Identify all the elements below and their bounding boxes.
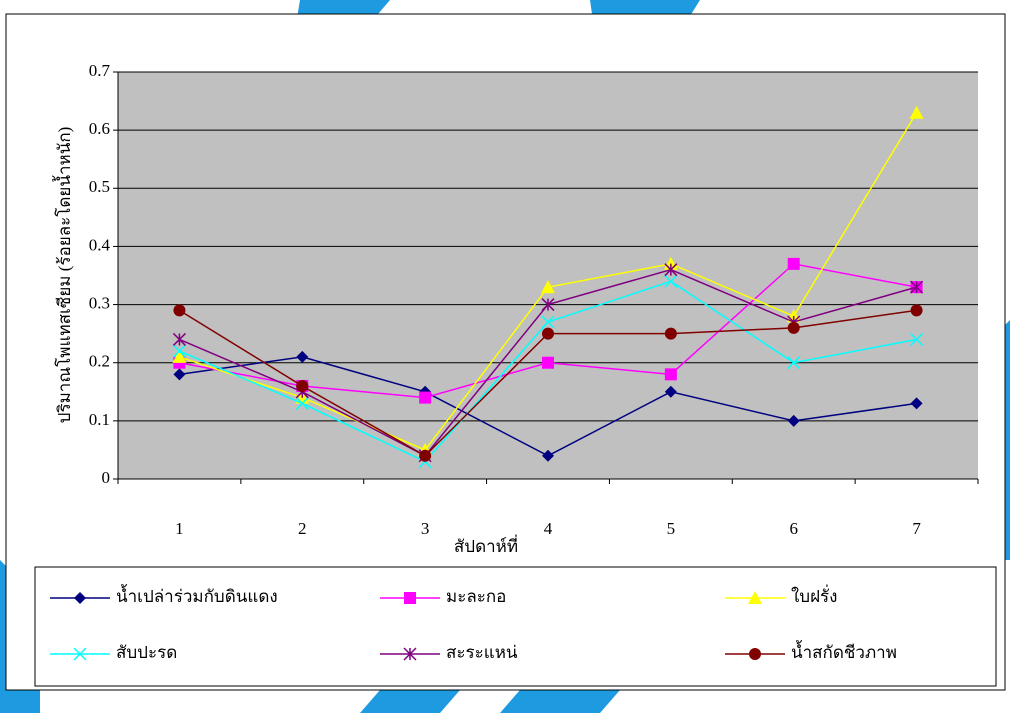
data-point bbox=[296, 379, 309, 392]
data-point bbox=[664, 274, 678, 288]
legend-label: ใบฝรั่ง bbox=[791, 584, 837, 606]
data-point bbox=[542, 449, 554, 462]
data-point bbox=[787, 356, 801, 370]
data-point bbox=[542, 327, 554, 340]
legend-marker bbox=[74, 592, 86, 604]
data-point bbox=[909, 105, 924, 119]
x-tick-label: 4 bbox=[544, 519, 553, 538]
data-point bbox=[296, 350, 309, 363]
y-tick-label: 0.4 bbox=[89, 235, 111, 254]
data-point bbox=[419, 449, 432, 462]
x-tick-label: 2 bbox=[298, 519, 307, 538]
legend-marker bbox=[403, 647, 417, 661]
data-point bbox=[664, 385, 677, 398]
data-point bbox=[910, 397, 923, 410]
data-point bbox=[172, 332, 186, 346]
legend-label: มะละกอ bbox=[446, 587, 506, 606]
data-point bbox=[541, 298, 555, 312]
data-point bbox=[664, 263, 678, 277]
data-point bbox=[787, 321, 800, 334]
data-point bbox=[541, 315, 555, 329]
y-tick-label: 0.5 bbox=[89, 177, 110, 196]
data-point bbox=[910, 332, 924, 346]
y-tick-label: 0.2 bbox=[89, 352, 110, 371]
legend-marker bbox=[749, 648, 761, 660]
data-point bbox=[787, 257, 800, 270]
legend-label: น้ำสกัดชีวภาพ bbox=[791, 640, 897, 662]
y-tick-label: 0.3 bbox=[89, 293, 110, 312]
data-point bbox=[295, 396, 309, 410]
y-axis-title: ปริมาณโพแทสเซียม (ร้อยละโดยน้ำหนัก) bbox=[52, 127, 74, 424]
data-point bbox=[664, 368, 677, 381]
x-axis-title: สัปดาห์ที่ bbox=[454, 534, 518, 556]
data-point bbox=[664, 327, 677, 340]
data-point bbox=[172, 349, 187, 363]
data-point bbox=[787, 414, 800, 427]
data-point bbox=[541, 280, 555, 294]
x-tick-label: 1 bbox=[175, 519, 184, 538]
y-tick-label: 0.1 bbox=[89, 410, 110, 429]
data-point bbox=[419, 391, 432, 404]
data-point bbox=[542, 356, 554, 369]
data-point bbox=[172, 344, 186, 358]
plot-area bbox=[118, 72, 978, 479]
x-tick-label: 6 bbox=[789, 519, 798, 538]
data-point bbox=[910, 280, 924, 294]
data-point bbox=[910, 304, 923, 317]
legend bbox=[34, 566, 997, 687]
y-tick-label: 0.7 bbox=[89, 61, 111, 80]
data-point bbox=[173, 368, 186, 381]
legend-marker bbox=[404, 592, 416, 604]
legend-marker bbox=[748, 591, 762, 604]
x-tick-label: 3 bbox=[421, 519, 430, 538]
legend-label: น้ำเปล่าร่วมกับดินแดง bbox=[116, 584, 278, 606]
legend-label: สับปะรด bbox=[116, 643, 177, 662]
y-tick-label: 0.6 bbox=[89, 119, 110, 138]
data-point bbox=[173, 304, 186, 317]
x-tick-label: 5 bbox=[667, 519, 676, 538]
legend-label: สะระแหน่ bbox=[446, 643, 518, 662]
y-tick-label: 0 bbox=[102, 468, 111, 487]
legend-marker bbox=[73, 647, 87, 661]
x-tick-label: 7 bbox=[912, 519, 921, 538]
